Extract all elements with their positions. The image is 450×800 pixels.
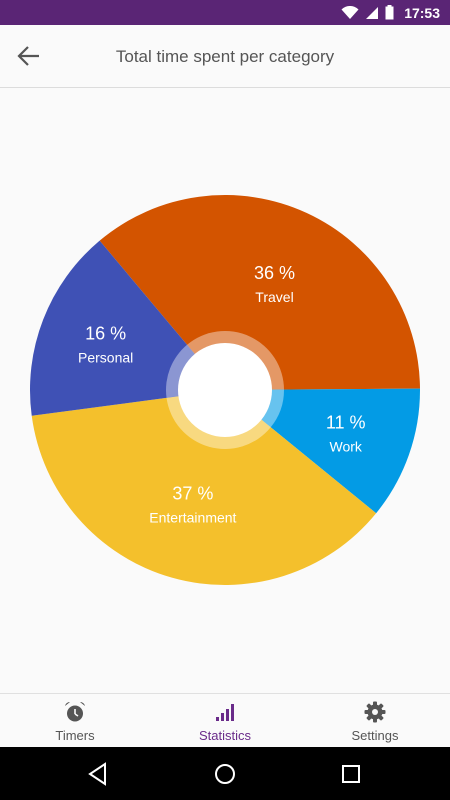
alarm-clock-icon (65, 701, 85, 722)
status-icons: 17:53 (341, 0, 440, 25)
app-bar: Total time spent per category (0, 25, 450, 88)
pie-slice-travel[interactable] (99, 195, 420, 390)
status-bar: 17:53 (0, 0, 450, 25)
tab-settings[interactable]: Settings (300, 694, 450, 748)
slice-label-work: Work (330, 439, 363, 455)
tab-settings-label: Settings (351, 728, 399, 743)
tab-timers[interactable]: Timers (0, 694, 150, 748)
slice-label-personal: Personal (78, 350, 133, 366)
system-navigation-bar (0, 747, 450, 800)
category-donut-chart: 36 % Travel 11 % Work 37 % Entertainment 16 % P… (30, 195, 420, 585)
donut-center-hole (178, 343, 272, 437)
slice-percent-travel: 36 % (254, 263, 295, 283)
pie-slice-personal[interactable] (30, 240, 225, 416)
status-time: 17:53 (404, 4, 440, 21)
signal-bars-icon (216, 704, 234, 721)
arrow-left-icon[interactable] (14, 41, 44, 71)
slice-percent-work: 11 % (326, 413, 366, 433)
battery-icon (385, 5, 394, 20)
page-title: Total time spent per category (115, 47, 335, 66)
chart-area: 36 % Travel 11 % Work 37 % Entertainment 16 % P… (0, 88, 450, 693)
tab-timers-label: Timers (55, 728, 95, 743)
tab-statistics-label: Statistics (198, 728, 251, 743)
bottom-navigation: Timers Statistics Settings (0, 693, 450, 748)
pie-slice-work[interactable] (225, 388, 420, 514)
tab-statistics[interactable]: Statistics (150, 694, 300, 748)
slice-percent-personal: 16 % (85, 324, 126, 344)
slice-label-entertainment: Entertainment (149, 510, 236, 526)
slice-label-travel: Travel (255, 289, 293, 305)
home-circle-icon[interactable] (212, 761, 238, 787)
pie-slice-entertainment[interactable] (31, 390, 377, 585)
wifi-icon (341, 5, 359, 19)
back-triangle-icon[interactable] (85, 761, 111, 787)
cell-signal-icon (366, 6, 379, 19)
gear-icon (364, 701, 386, 723)
recents-square-icon[interactable] (338, 761, 364, 787)
slice-percent-entertainment: 37 % (172, 484, 213, 504)
